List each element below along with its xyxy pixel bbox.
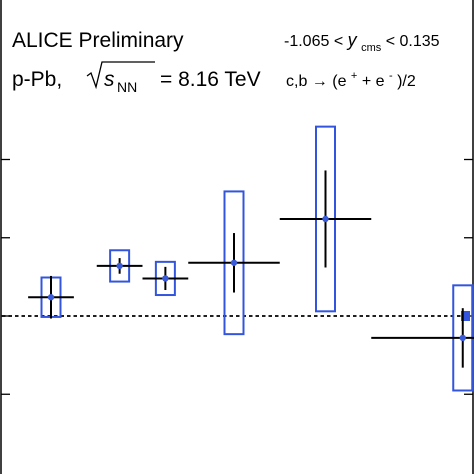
electron-charge: - [389,70,393,82]
data-marker [47,294,55,301]
normalisation-uncertainty-box [461,311,470,321]
rapidity-variable: y [346,30,358,50]
data-marker [116,262,123,270]
collision-system-label: p-Pb, [12,68,62,91]
rapidity-range-label: -1.065 < y cms < 0.135 [284,30,440,55]
data-point [371,284,474,392]
data-point [188,190,280,336]
energy-value: = 8.16 TeV [160,68,261,91]
rapidity-high: < 0.135 [386,33,440,50]
data-marker [230,259,238,266]
energy-symbol: s [104,68,115,91]
rapidity-low: -1.065 < [284,33,343,50]
data-points [28,125,474,392]
process-prefix: c,b → (e [286,73,347,90]
data-marker [459,334,466,342]
experiment-label: ALICE Preliminary [12,29,184,52]
data-point [96,249,143,283]
energy-subscript: NN [117,79,137,95]
process-mid: + e [362,73,385,90]
positron-charge: + [351,70,357,82]
rapidity-subscript: cms [361,42,382,54]
data-point [28,275,74,319]
system-prefix: p-Pb, [12,68,62,91]
process-label: c,b → (e + + e - )/2 [286,66,416,90]
data-point [279,125,372,313]
sqrt-symbol [86,61,155,90]
data-marker [162,275,169,282]
data-point [142,260,189,297]
data-marker [322,215,329,223]
process-suffix: )/2 [397,73,416,90]
left-y-ticks [1,158,10,395]
